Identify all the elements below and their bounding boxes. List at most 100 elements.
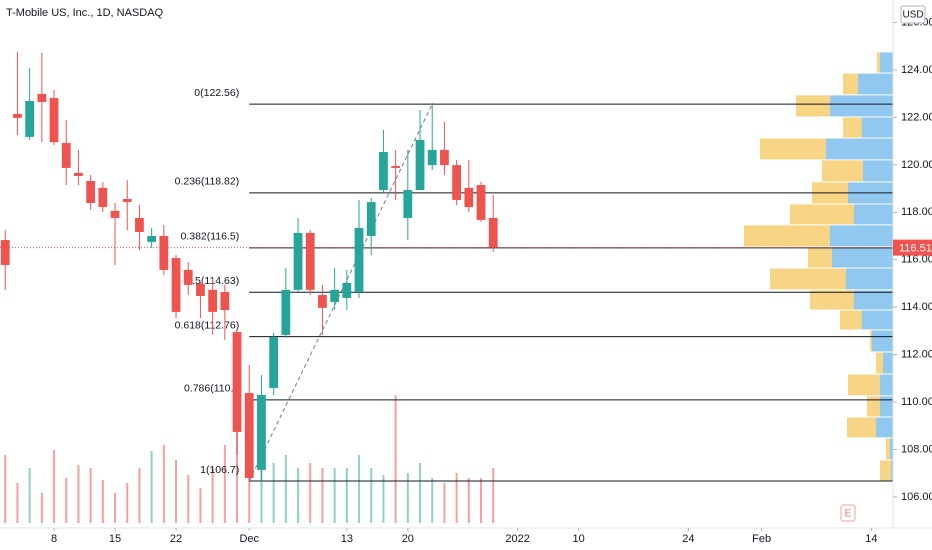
candle-body [391,166,401,168]
candle-body [98,187,108,208]
candle-body [171,258,181,312]
profile-down [886,438,890,460]
candle-body [354,227,364,292]
profile-up [880,396,893,417]
candles [0,51,498,482]
earnings-box[interactable] [840,504,856,522]
x-tick-label: 22 [170,533,182,545]
candle-body [330,289,340,302]
candle-body [49,97,59,143]
candle-body [281,289,291,335]
profile-up [863,160,893,182]
volume-bar [443,483,446,523]
volume-bar [467,478,470,523]
profile-up [846,268,893,290]
volume-bar [114,493,117,523]
volume-bar [345,468,348,523]
volume-bar [480,478,483,523]
y-tick-label: 120.00 [901,159,932,171]
volume-bar [199,488,202,523]
profile-down [822,160,863,182]
currency: USD [902,10,923,21]
y-tick-label: 114.00 [901,301,932,313]
candle-body [269,337,279,389]
y-tick-label: 118.00 [901,206,932,218]
candle-body [183,269,193,285]
candle-body [427,149,437,166]
profile-up [883,352,893,374]
fib-label: 0.618(112.76) [175,319,240,331]
profile-up [862,310,893,330]
axes: 106.00 108.00 110.00 112.00 114.00 116.00 118.… [51,16,932,545]
candle-body [257,394,266,470]
candle-body [415,139,425,190]
candle-body [488,217,498,248]
last-price-tag [893,239,932,256]
candle-body [379,152,388,190]
candle-body [74,172,83,176]
profile-down [744,225,830,247]
y-tick-label: 122.00 [901,111,932,123]
candle-body [476,185,486,220]
volume-bar [248,463,251,523]
profile-down [867,396,880,417]
x-tick-label: 2022 [505,533,529,545]
x-tick-label: Dec [239,533,259,545]
volume-bar [101,480,104,523]
profile-down [760,138,826,160]
profile-down [810,290,854,310]
candle-body [244,393,254,478]
candle-body [318,295,327,308]
x-tick-label: 13 [341,533,353,545]
y-tick-label: 124.00 [901,64,932,76]
volume-bar [211,468,214,523]
volume-bar [126,483,129,523]
profile-down [848,374,880,396]
candle-body [25,101,35,137]
volume-bar [309,463,312,523]
fib-label: 0(122.56) [194,87,239,99]
fib-label: 0.236(118.82) [175,176,240,188]
candle-body [122,199,132,203]
volume-bar [431,478,434,523]
candle-body [110,210,120,218]
volume-bar [492,468,495,523]
volume-bar [321,468,324,523]
profile-up [854,290,893,310]
profile-up [880,374,893,396]
candle-body [0,240,10,265]
volume [4,395,495,523]
volume-bar [28,468,31,523]
volume-bar [223,445,226,523]
volume-bar [53,450,56,523]
profile-down [877,52,880,73]
currency-box[interactable] [900,5,926,24]
x-tick-label: 24 [682,533,694,545]
candle-body [147,236,157,242]
volume-bar [4,455,7,523]
volume-bar [333,468,336,523]
volume-bar [419,463,422,523]
candle-body [37,93,47,102]
profile-down [847,417,876,438]
profile-down [796,95,830,117]
profile-down [880,460,891,482]
profile-up [862,117,893,138]
candle-body [293,232,303,290]
profile-down [843,73,858,95]
volume-bar [138,468,141,523]
volume-bar [150,451,153,523]
candle-body [220,291,230,311]
candle-body [403,189,413,218]
candle-body [86,180,96,204]
profile-down [770,268,846,290]
profile-up [854,204,893,225]
profile-down [790,204,854,225]
profile-up [890,438,893,460]
volume-bar [370,468,373,523]
candle-body [464,187,474,208]
volume-bar [382,475,385,523]
profile-up [891,460,893,482]
volume-bar [297,468,300,523]
